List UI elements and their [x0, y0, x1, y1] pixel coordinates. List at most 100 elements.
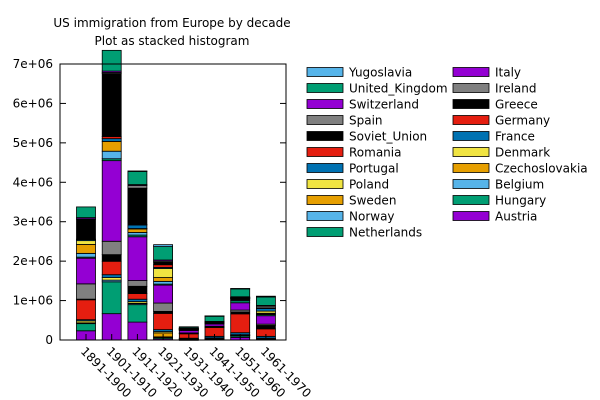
legend-entry: France: [452, 130, 535, 144]
legend-label: Norway: [349, 210, 395, 224]
bar-segment: [127, 170, 148, 185]
legend-label: Czechoslovakia: [495, 162, 588, 176]
legend-label: United_Kingdom: [349, 82, 448, 96]
legend-entry: Ireland: [452, 82, 537, 96]
bar-segment: [101, 274, 122, 278]
bar-segment: [101, 240, 122, 256]
legend-label: Poland: [349, 178, 389, 192]
bar-segment: [153, 312, 174, 331]
legend-label: Hungary: [495, 194, 546, 208]
chart-title: US immigration from Europe by decade Plo…: [53, 16, 290, 48]
legend-swatch: [306, 83, 344, 93]
legend-label: Austria: [495, 210, 537, 224]
legend-label: Germany: [495, 114, 550, 128]
bar-segment: [153, 246, 174, 261]
legend-entry: United_Kingdom: [306, 82, 448, 96]
y-tick-label: 5e+06: [13, 136, 53, 150]
bar-segment: [153, 264, 174, 268]
y-tick-label: 0: [45, 333, 53, 347]
bar-segment: [153, 284, 174, 304]
bar-segment: [230, 288, 251, 290]
bar-segment: [127, 304, 148, 323]
bar-stacks: [76, 49, 276, 341]
legend-entry: Switzerland: [306, 98, 419, 112]
bar-segment: [101, 150, 122, 160]
bar-segment: [127, 224, 148, 229]
legend-swatch: [306, 67, 344, 77]
legend-label: France: [495, 130, 535, 144]
legend-entry: Austria: [452, 210, 537, 224]
legend-swatch: [452, 163, 490, 173]
bar-segment: [255, 295, 276, 298]
bar-segment: [76, 299, 96, 321]
legend-swatch: [452, 195, 490, 205]
legend-label: Yugoslavia: [348, 66, 412, 80]
legend-swatch: [306, 115, 344, 125]
bar-segment: [101, 254, 122, 262]
bar-segment: [127, 293, 148, 300]
legend-entry: Germany: [452, 114, 550, 128]
bar-segment: [101, 49, 122, 72]
legend-label: Portugal: [349, 162, 399, 176]
bar-segment: [127, 236, 148, 281]
bar-segment: [153, 280, 174, 285]
legend-label: Soviet_Union: [349, 130, 427, 144]
bar-segment: [178, 326, 199, 328]
bar-segment: [255, 325, 276, 330]
legend-swatch: [306, 195, 344, 205]
bar-stack: [127, 170, 148, 341]
legend-entry: Norway: [306, 210, 395, 224]
legend-label: Sweden: [349, 194, 396, 208]
bar-segment: [230, 313, 251, 334]
plot-frame: [59, 63, 287, 341]
bar-segment: [127, 170, 148, 172]
legend-label: Denmark: [495, 146, 550, 160]
y-tick-label: 6e+06: [13, 96, 53, 110]
axes: [59, 63, 287, 341]
bar-segment: [153, 302, 174, 312]
legend-entry: Yugoslavia: [306, 66, 412, 80]
legend-swatch: [306, 99, 344, 109]
bar-segment: [76, 240, 96, 245]
bar-segment: [255, 296, 276, 306]
legend-swatch: [452, 115, 490, 125]
bar-segment: [127, 185, 148, 189]
bar-segment: [76, 257, 96, 285]
legend-entry: Italy: [452, 66, 521, 80]
legend-entry: Hungary: [452, 194, 546, 208]
y-tick-label: 4e+06: [13, 175, 53, 189]
legend-entry: Soviet_Union: [306, 130, 427, 144]
bar-segment: [101, 260, 122, 276]
legend-swatch: [452, 67, 490, 77]
bar-segment: [101, 73, 122, 137]
legend-swatch: [306, 147, 344, 157]
legend-swatch: [452, 211, 490, 221]
bar-segment: [153, 277, 174, 282]
bar-segment: [76, 244, 96, 254]
bar-segment: [230, 302, 251, 311]
bar-segment: [153, 268, 174, 278]
legend-label: Romania: [349, 146, 401, 160]
legend-label: Spain: [349, 114, 383, 128]
legend-entry: Netherlands: [306, 226, 422, 240]
bar-segment: [101, 160, 122, 242]
chart-title-line-2: Plot as stacked histogram: [95, 34, 250, 48]
bar-segment: [153, 244, 174, 247]
legend-entry: Romania: [306, 146, 401, 160]
legend: Yugoslavia United_Kingdom Switzerland Spain…: [306, 66, 588, 240]
legend-swatch: [452, 131, 490, 141]
legend-swatch: [452, 179, 490, 189]
bar-segment: [101, 140, 122, 152]
bar-segment: [255, 315, 276, 325]
legend-entry: Spain: [306, 114, 383, 128]
legend-swatch: [452, 99, 490, 109]
legend-label: Greece: [495, 98, 538, 112]
bar-stack: [255, 295, 276, 341]
legend-label: Ireland: [495, 82, 537, 96]
bar-segment: [101, 138, 122, 142]
x-axis-ticks: 1891-19001901-19101911-19201921-19301931…: [78, 334, 314, 400]
legend-entry: Portugal: [306, 162, 399, 176]
legend-label: Netherlands: [349, 226, 422, 240]
legend-label: Belgium: [495, 178, 544, 192]
